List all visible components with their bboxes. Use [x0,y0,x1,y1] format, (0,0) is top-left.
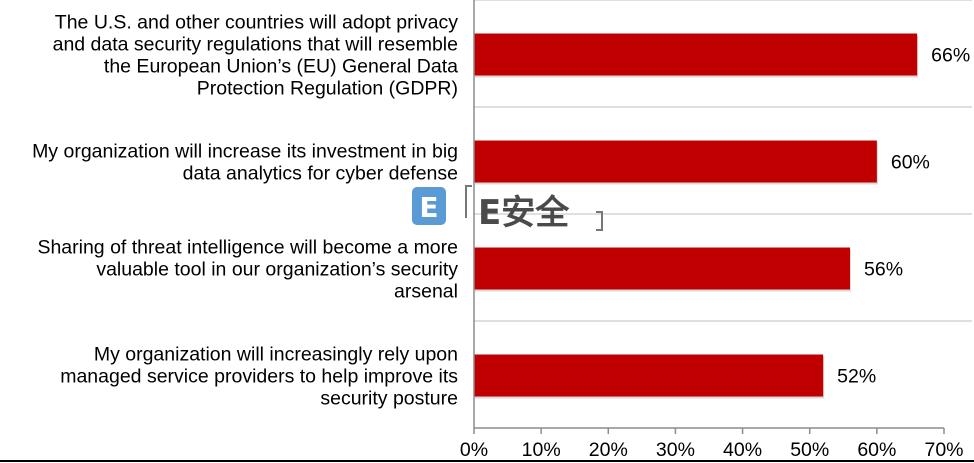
x-tick-label: 60% [857,439,896,461]
watermark-bracket-right-icon [596,211,603,231]
bar [474,140,877,183]
x-tick-label: 20% [589,439,628,461]
bar [474,354,824,397]
category-label-line: and data security regulations that will … [53,34,458,56]
category-label-line: My organization will increase its invest… [32,141,458,163]
category-label-line: the European Union’s (EU) General Data [104,56,458,78]
category-label-line: Sharing of threat intelligence will beco… [37,237,458,259]
watermark-badge-letter: E [419,191,438,224]
x-tick-label: 40% [723,439,762,461]
data-label: 52% [837,366,876,388]
grid-lines [474,0,972,322]
category-label-line: managed service providers to help improv… [60,366,458,388]
watermark-logo: E E安全 [412,185,603,233]
x-tick-label: 0% [460,439,488,461]
category-label-line: My organization will increasingly rely u… [94,344,458,366]
category-label: My organization will increasingly rely u… [60,344,458,410]
bar-series [474,33,919,399]
category-label-line: security posture [320,388,458,410]
category-label-line: arsenal [394,281,458,303]
watermark-text: E安全 [478,193,570,233]
data-label: 66% [931,45,970,67]
data-label: 60% [891,152,930,174]
watermark-bracket-left-icon [465,185,472,218]
category-label: The U.S. and other countries will adopt … [53,12,459,100]
category-labels: The U.S. and other countries will adopt … [32,12,458,410]
bar [474,247,850,290]
watermark-badge-icon [412,187,446,225]
bar [474,33,918,76]
x-tick-label: 70% [924,439,963,461]
x-tick-label: 30% [656,439,695,461]
category-label: My organization will increase its invest… [32,141,458,185]
category-label-line: Protection Regulation (GDPR) [197,78,458,100]
x-tick-label: 10% [522,439,561,461]
category-label-line: The U.S. and other countries will adopt … [55,12,458,34]
x-tick-label: 50% [790,439,829,461]
value-labels: 66% 60% 56% 52% [837,45,970,388]
category-label-line: valuable tool in our organization’s secu… [96,259,458,281]
category-label: Sharing of threat intelligence will beco… [37,237,458,303]
category-label-line: data analytics for cyber defense [183,163,458,185]
data-label: 56% [864,259,903,281]
